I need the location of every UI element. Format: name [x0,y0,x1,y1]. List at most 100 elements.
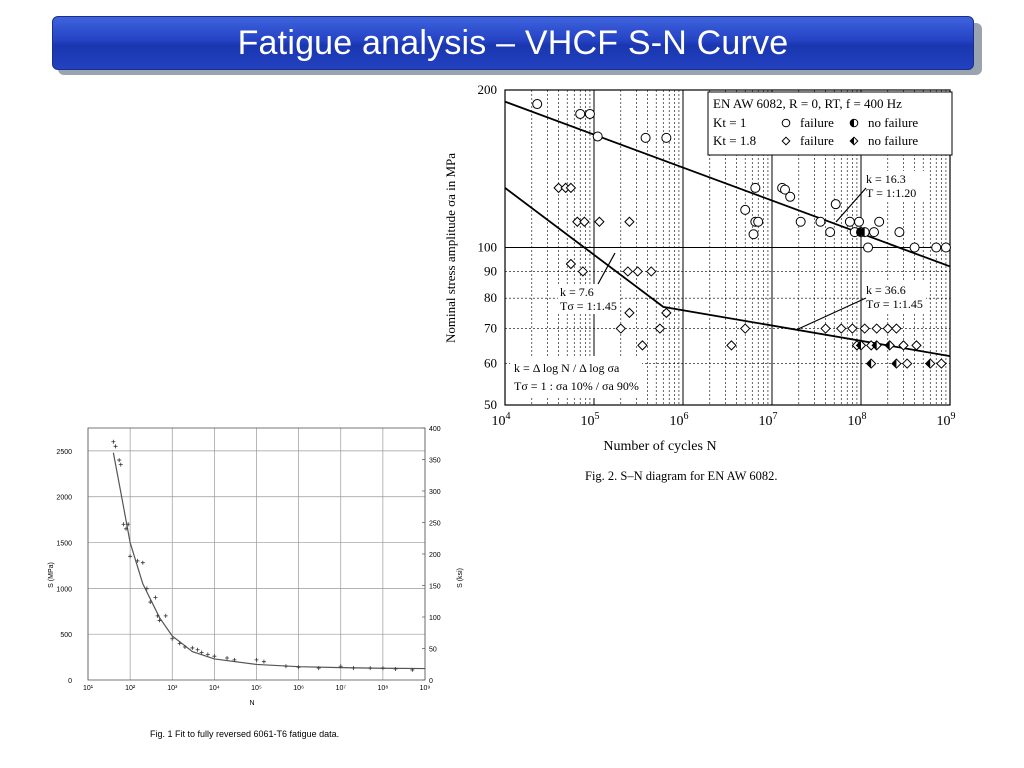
chart2-point [121,522,126,527]
chart1-point-diamond-open [615,323,626,334]
chart1-xtick-label: 104 [492,411,511,429]
chart2-points [111,439,415,672]
chart1-point-circle-open [894,227,905,238]
chart2-point [135,558,140,563]
chart1-point-circle-open [753,216,764,227]
chart1-ytick-label: 200 [478,82,498,97]
fatigue-chart-6061-t6: 0 500 1000 1500 2000 2500 0 50 100 150 200 250 300 35… [48,426,464,707]
chart1-formula-bg [510,356,642,398]
chart1-point-diamond-filled-half [891,359,897,369]
chart1-ytick-label: 100 [478,240,498,255]
chart1-annotation-k76-line2: Tσ = 1:1.45 [560,299,617,313]
chart2-point [111,439,116,444]
chart1-point-diamond-open [654,323,666,334]
chart2-xtick-label: 10¹ [83,685,94,692]
chart1-fit-line [504,187,951,358]
chart1-legend-failure: failure [800,115,834,130]
chart1-point-circle-open [863,242,874,253]
chart1-point-circle-open [844,216,855,227]
chart2-y2label: S (ksi) [457,568,464,588]
chart2-ytick-label: 1000 [56,586,72,593]
chart1-point-diamond-filled-half [866,359,872,369]
chart1-point-circle-open [661,132,672,143]
chart1-legend-label: Kt = 1 [713,115,746,130]
chart1-point-diamond-open [847,323,858,334]
chart2-y2tick-label: 200 [429,552,441,559]
chart2-point [126,522,131,527]
chart2-xtick-label: 10⁴ [209,685,220,692]
chart1-xtick-label: 108 [848,411,867,429]
chart1-point-circle-open [748,229,759,240]
chart1-point-diamond-open [565,182,577,194]
chart1-point-circle-open [781,118,791,128]
chart1-legend-no-failure: no failure [868,133,918,148]
chart2-ytick-label: 500 [60,632,72,639]
chart1-legend-label: Kt = 1.8 [713,133,756,148]
chart2-grid [87,428,426,680]
chart1-point-diamond-filled-half [856,340,861,350]
chart2-point [316,666,321,671]
chart1-formula-t: Tσ = 1 : σa 10% / σa 90% [514,379,639,393]
chart1-point-circle-open [869,227,880,238]
chart2-point [380,666,385,671]
chart1-legend-no-failure: no failure [868,115,918,130]
chart2-ytick-label: 1500 [56,541,72,548]
chart1-xtick-label: 105 [581,411,600,429]
chart1-point-circle-open [940,242,951,253]
chart1-point-diamond-open [572,216,583,227]
chart2-y2tick-label: 400 [429,426,441,433]
chart1-ytick-label: 70 [484,321,497,336]
chart1-annotation-k76-bg [558,284,620,314]
chart1-annotation-k366-bg [864,282,926,312]
chart1-point-circle-open [909,242,920,253]
chart2-point [157,618,162,623]
chart1-point-circle-open [874,216,885,227]
chart2-point [170,636,175,641]
chart2-point [410,667,415,672]
chart1-annotation-k163-line2: T = 1:1.20 [866,186,916,200]
chart1-point-diamond-open [661,307,672,319]
chart1-point-diamond-open [836,323,847,334]
chart1-annotation-k366-line1: k = 36.6 [866,283,906,297]
chart1-point-circle-open [830,199,841,210]
chart2-point [144,586,149,591]
chart1-point-diamond-open [901,358,913,369]
chart1-point-diamond-open [577,266,589,277]
chart1-ytick-label: 60 [484,356,497,371]
chart1-point-diamond-open [871,323,882,334]
chart2-point [338,664,343,669]
chart1-point-diamond-open [911,340,922,351]
chart1-xtick-exp: 7 [773,411,778,422]
chart1-annotation-k76-line1: k = 7.6 [560,285,594,299]
chart1-point-diamond-open [936,358,947,369]
chart2-point [225,656,230,661]
chart2-y2tick-label: 250 [429,521,441,528]
chart1-point-diamond-open [624,307,635,319]
chart1-xtick-exp: 6 [684,411,689,422]
chart2-point [232,657,237,662]
chart2-y2tick-label: 300 [429,489,441,496]
chart1-caption: Fig. 2. S–N diagram for EN AW 6082. [585,469,778,483]
sn-diagram-en-aw-6082: 50 60 70 80 90 100 200 104 105 106 107 108 109 EN AW… [443,82,956,454]
chart1-point-diamond-filled-half [872,340,877,350]
chart2-xlabel: N [249,700,254,707]
chart1-xtick-exp: 8 [862,411,867,422]
chart1-legend-box [707,91,953,156]
chart1-point-diamond-filled-half [850,137,854,145]
chart2-ylabel: S (MPa) [48,562,55,588]
chart2-point [128,554,133,559]
chart1-point-circle-open [825,227,836,238]
chart1-point-diamond-open [565,258,577,270]
chart2-point [393,667,398,672]
chart2-point [140,560,145,565]
chart1-fit-line [504,100,951,268]
chart1-annotation-k163-line1: k = 16.3 [866,172,906,186]
chart1-xtick-exp: 4 [506,411,511,422]
chart1-xtick-exp: 5 [595,411,600,422]
chart1-point-circle-open [854,216,865,227]
chart1-point-diamond-open [553,182,564,194]
chart2-xtick-label: 10⁵ [251,685,262,692]
chart2-point [113,444,118,449]
chart2-point [296,665,301,670]
chart2-point [177,641,182,646]
